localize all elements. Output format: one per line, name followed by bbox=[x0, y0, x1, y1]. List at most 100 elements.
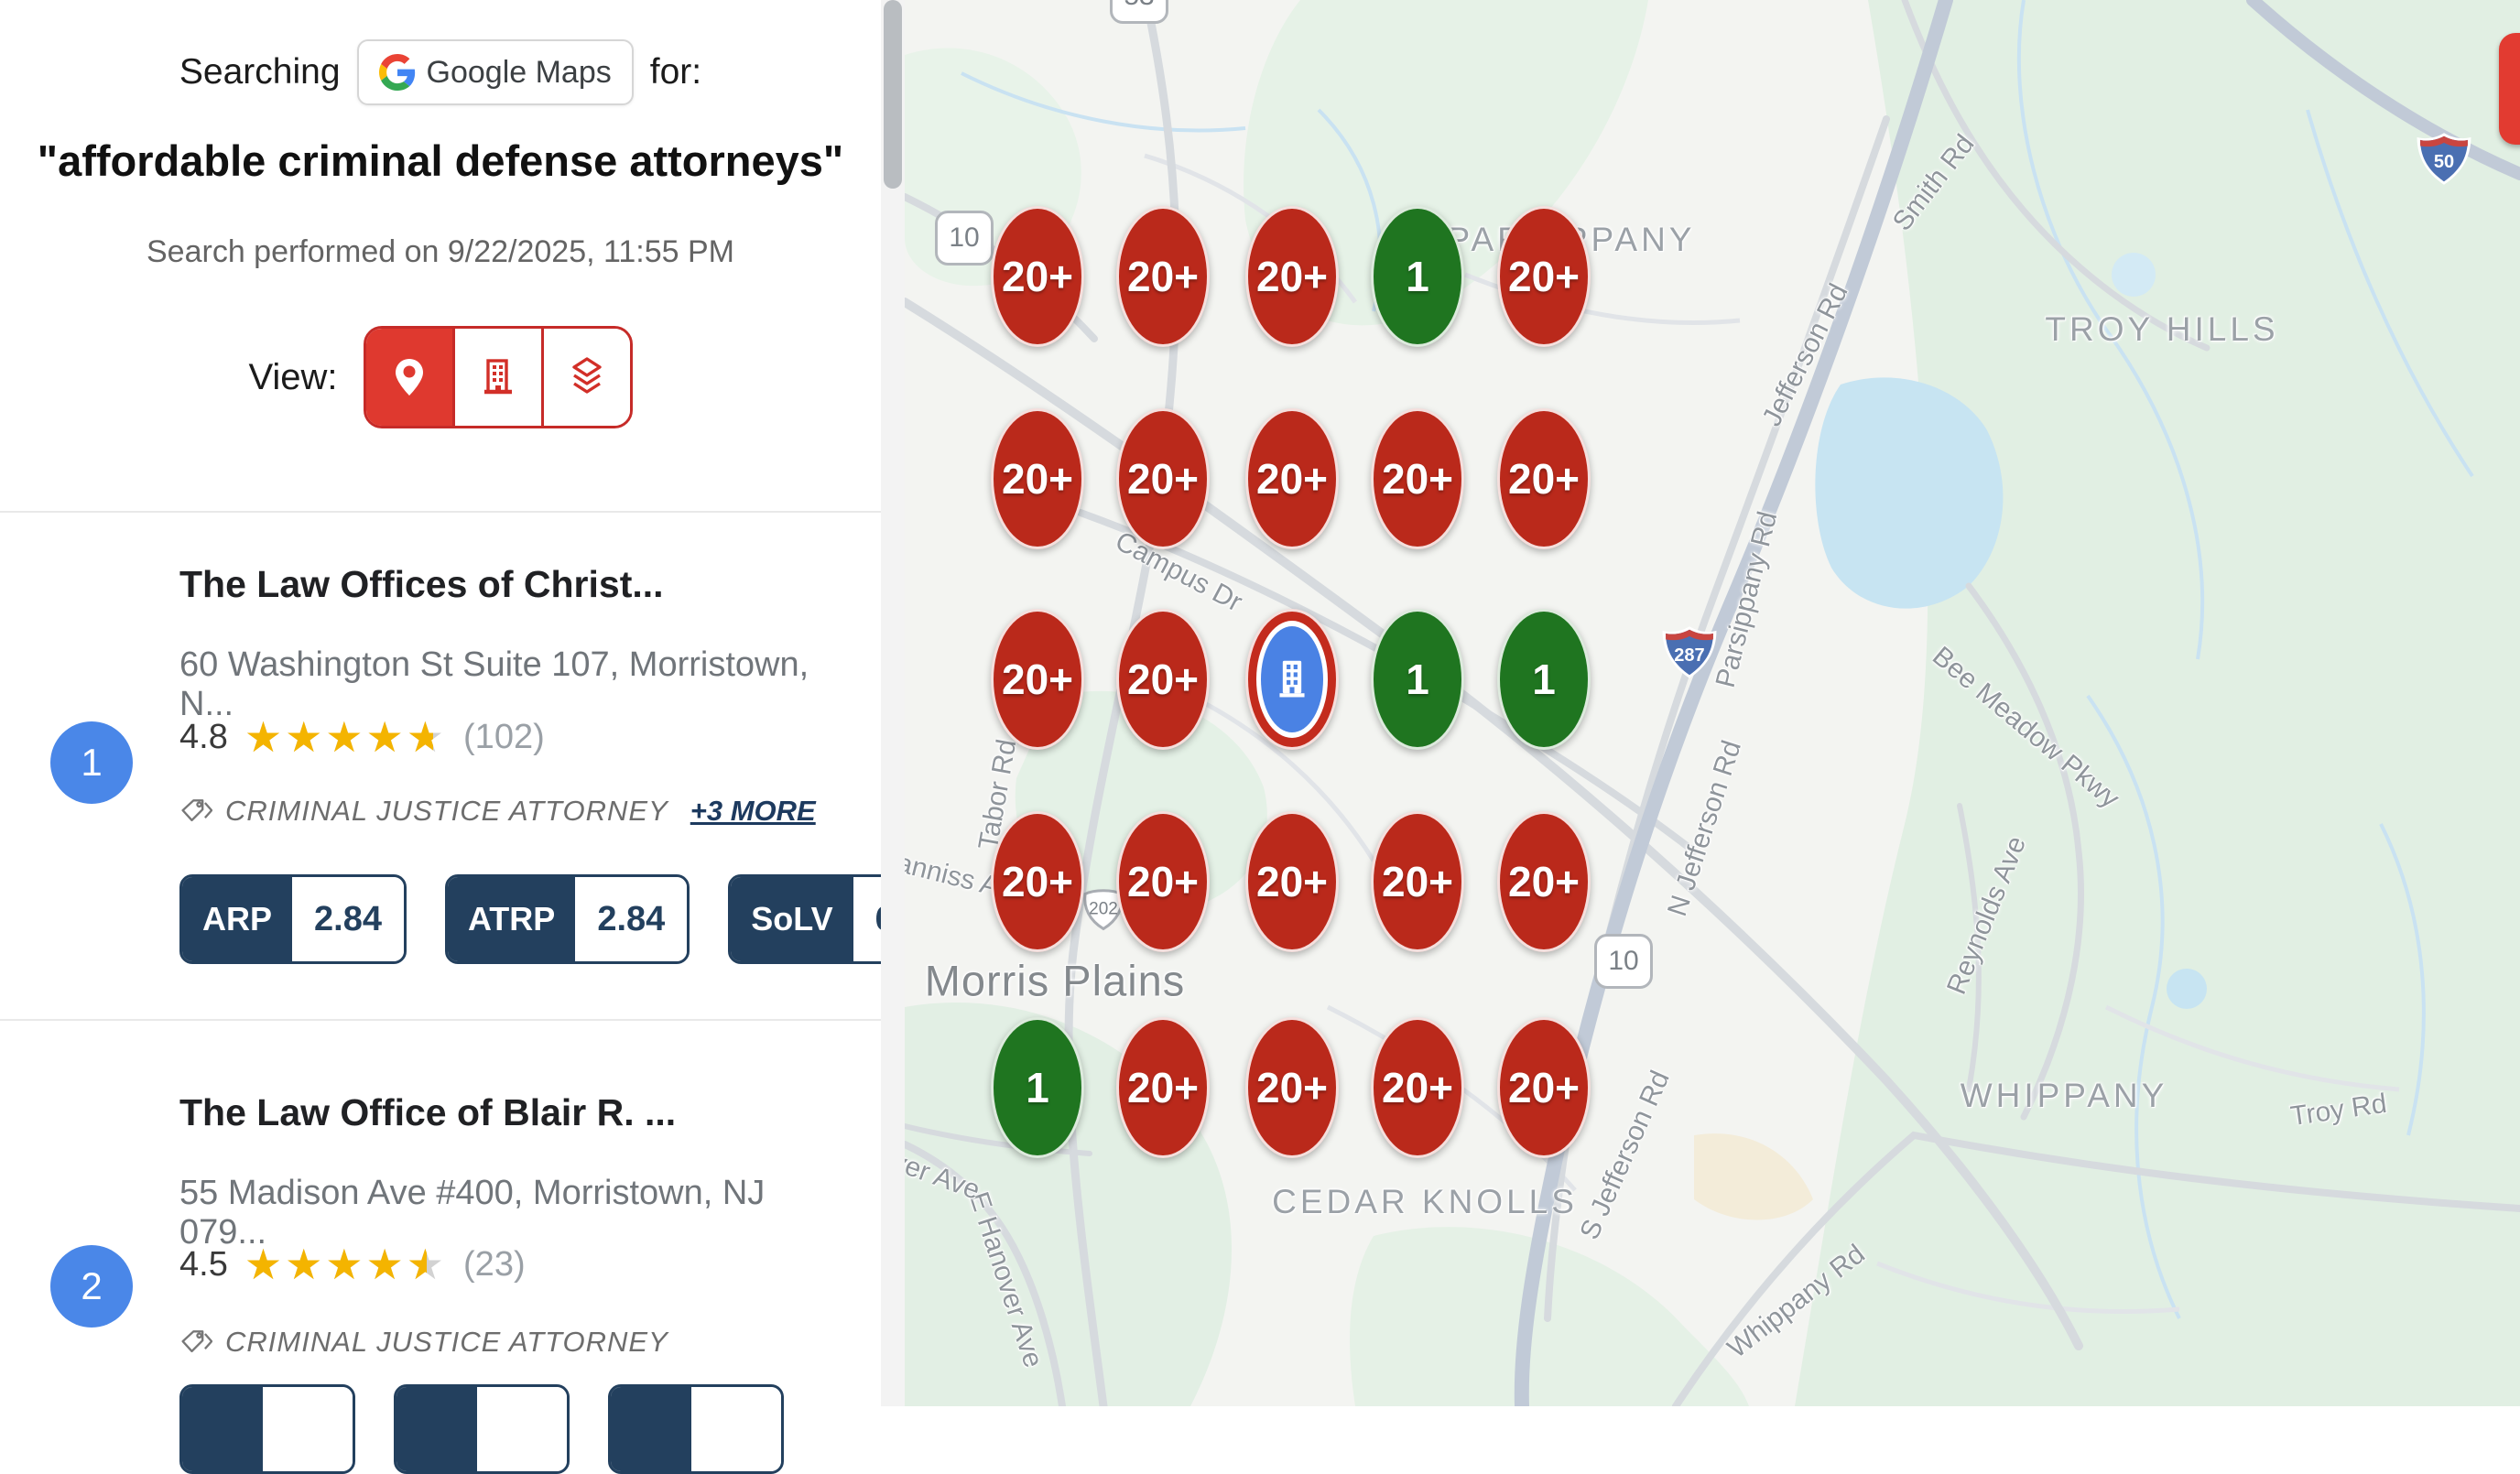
view-option-pin[interactable] bbox=[365, 329, 452, 426]
grid-rank-pin[interactable]: 1 bbox=[1497, 609, 1591, 750]
sidebar-scrollbar-track[interactable] bbox=[881, 0, 905, 1406]
grid-rank-pin[interactable]: 20+ bbox=[1116, 609, 1210, 750]
tag-icon bbox=[179, 795, 212, 828]
tag-icon bbox=[179, 1326, 212, 1359]
google-logo-icon bbox=[378, 54, 416, 91]
grid-rank-pin[interactable]: 20+ bbox=[1116, 206, 1210, 347]
metric-badge-label bbox=[396, 1387, 477, 1471]
grid-rank-pin[interactable]: 1 bbox=[991, 1017, 1084, 1158]
interstate-shield-50: 50 bbox=[2414, 131, 2474, 192]
interstate-shield-287: 287 bbox=[1659, 624, 1720, 686]
center-pin-white-ring bbox=[1256, 621, 1328, 738]
grid-rank-pin[interactable]: 20+ bbox=[1497, 408, 1591, 549]
grid-rank-pin[interactable]: 20+ bbox=[1497, 206, 1591, 347]
back-button[interactable] bbox=[2499, 33, 2520, 145]
metric-badge-label: ATRP bbox=[447, 877, 576, 961]
grid-rank-pin[interactable]: 20+ bbox=[991, 206, 1084, 347]
rating-row: 4.5 ★★★★★★★★★★ (23) bbox=[179, 1243, 857, 1285]
grid-rank-pin[interactable]: 20+ bbox=[1245, 811, 1339, 952]
google-maps-chip[interactable]: Google Maps bbox=[356, 39, 634, 105]
category-row: CRIMINAL JUSTICE ATTORNEY +3 MORE bbox=[179, 795, 857, 828]
svg-text:50: 50 bbox=[2434, 152, 2454, 172]
view-toggle-group bbox=[363, 326, 633, 428]
center-business-pin[interactable] bbox=[1245, 609, 1339, 750]
business-address: 60 Washington St Suite 107, Morristown, … bbox=[179, 645, 809, 723]
metric-badge-value bbox=[263, 1387, 353, 1471]
metric-badge-value: 2.84 bbox=[292, 877, 404, 961]
view-label: View: bbox=[248, 356, 338, 397]
divider bbox=[0, 1019, 881, 1021]
grid-rank-pin[interactable]: 20+ bbox=[1245, 206, 1339, 347]
building-icon bbox=[1272, 656, 1312, 703]
star-rating-fill: ★★★★★ bbox=[244, 1243, 427, 1285]
route-shield-10: 10 bbox=[935, 211, 994, 266]
search-results-panel: Searching Google Maps for: "affordable c… bbox=[0, 0, 987, 1474]
category-label: CRIMINAL JUSTICE ATTORNEY bbox=[225, 795, 668, 827]
business-name[interactable]: The Law Office of Blair R. ... bbox=[179, 1091, 677, 1133]
searching-header: Searching Google Maps for: bbox=[0, 33, 881, 112]
grid-rank-pin[interactable]: 20+ bbox=[1116, 1017, 1210, 1158]
grid-rank-pin[interactable]: 20+ bbox=[1371, 408, 1464, 549]
view-option-layers[interactable] bbox=[540, 329, 630, 426]
more-categories-link[interactable]: +3 MORE bbox=[690, 795, 816, 827]
grid-rank-pin[interactable]: 20+ bbox=[1497, 1017, 1591, 1158]
rating-row: 4.8 ★★★★★ ★★★★★ (102) bbox=[179, 716, 857, 758]
metric-badge-value bbox=[691, 1387, 781, 1471]
layers-icon bbox=[565, 355, 609, 399]
grid-rank-pin[interactable]: 20+ bbox=[1245, 408, 1339, 549]
business-name[interactable]: The Law Offices of Christ... bbox=[179, 563, 664, 605]
metric-badge bbox=[179, 1384, 355, 1474]
route-shield-53: 53 bbox=[1110, 0, 1168, 24]
search-timestamp: Search performed on 9/22/2025, 11:55 PM bbox=[147, 234, 734, 269]
result-rank-badge: 2 bbox=[50, 1245, 133, 1328]
metric-badge-label bbox=[182, 1387, 263, 1471]
metric-badge bbox=[394, 1384, 570, 1474]
center-pin-blue-core bbox=[1261, 626, 1323, 732]
category-row: CRIMINAL JUSTICE ATTORNEY bbox=[179, 1326, 857, 1359]
google-maps-chip-label: Google Maps bbox=[426, 54, 612, 90]
grid-rank-pin[interactable]: 1 bbox=[1371, 206, 1464, 347]
search-query: "affordable criminal defense attorneys" bbox=[37, 136, 844, 185]
grid-rank-pin[interactable]: 20+ bbox=[1497, 811, 1591, 952]
metric-badge-label: ARP bbox=[182, 877, 293, 961]
business-address: 55 Madison Ave #400, Morristown, NJ 079.… bbox=[179, 1174, 766, 1252]
review-count: (102) bbox=[463, 717, 545, 756]
rating-value: 4.5 bbox=[179, 1244, 228, 1284]
grid-rank-pin[interactable]: 20+ bbox=[991, 408, 1084, 549]
grid-rank-pin[interactable]: 20+ bbox=[1116, 811, 1210, 952]
grid-rank-pin[interactable]: 20+ bbox=[991, 811, 1084, 952]
svg-text:287: 287 bbox=[1674, 645, 1704, 666]
grid-rank-pin[interactable]: 20+ bbox=[1245, 1017, 1339, 1158]
grid-rank-pin[interactable]: 20+ bbox=[991, 609, 1084, 750]
map-toolbar bbox=[2499, 33, 2520, 145]
metric-badge-label bbox=[611, 1387, 691, 1471]
metric-badge: ATRP 2.84 bbox=[444, 874, 690, 964]
divider bbox=[0, 511, 881, 513]
star-rating: ★★★★★★★★★★ bbox=[244, 1241, 448, 1288]
grid-rank-pin[interactable]: 20+ bbox=[1116, 408, 1210, 549]
sidebar-scrollbar-thumb[interactable] bbox=[884, 0, 902, 189]
star-rating-fill: ★★★★★ bbox=[244, 716, 433, 758]
grid-rank-pin[interactable]: 1 bbox=[1371, 609, 1464, 750]
metric-badge-value bbox=[477, 1387, 567, 1471]
grid-rank-pin[interactable]: 20+ bbox=[1371, 811, 1464, 952]
route-shield-10: 10 bbox=[1594, 934, 1653, 989]
view-toggle-row: View: bbox=[0, 322, 881, 432]
category-label: CRIMINAL JUSTICE ATTORNEY bbox=[225, 1326, 668, 1358]
map-pin-icon bbox=[387, 355, 431, 399]
result-rank-badge: 1 bbox=[50, 721, 133, 804]
grid-rank-pin[interactable]: 20+ bbox=[1371, 1017, 1464, 1158]
review-count: (23) bbox=[463, 1244, 526, 1284]
us-route-shield-202: 202 bbox=[1078, 883, 1129, 939]
metric-badge bbox=[608, 1384, 784, 1474]
view-option-building[interactable] bbox=[451, 329, 541, 426]
searching-prefix: Searching bbox=[179, 52, 341, 92]
svg-text:202: 202 bbox=[1089, 900, 1118, 919]
metric-badges bbox=[179, 1384, 784, 1474]
star-rating: ★★★★★★★★★★ bbox=[244, 713, 448, 761]
building-icon bbox=[476, 355, 520, 399]
rating-value: 4.8 bbox=[179, 717, 228, 756]
metric-badge-label: SoLV bbox=[731, 877, 853, 961]
